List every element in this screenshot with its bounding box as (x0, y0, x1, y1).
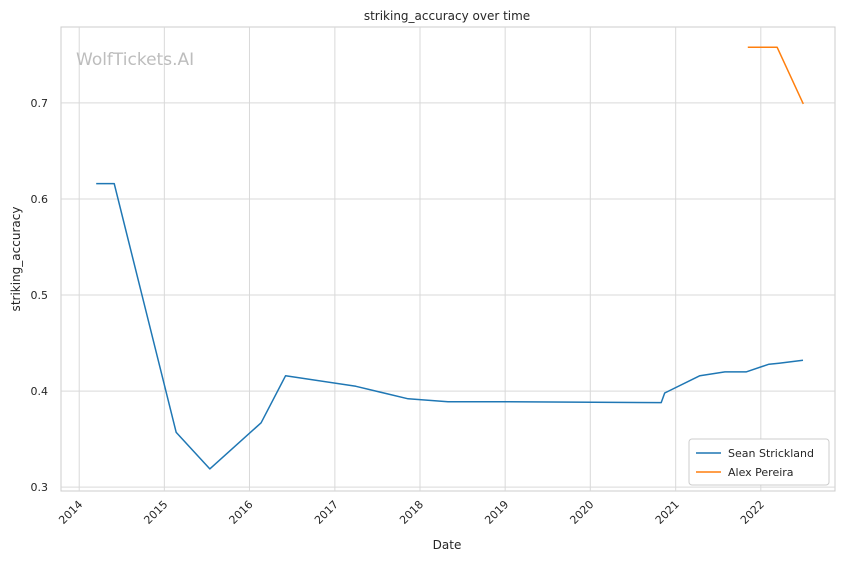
y-tick-label: 0.3 (31, 481, 49, 494)
y-tick-label: 0.6 (31, 193, 49, 206)
y-axis-label: striking_accuracy (9, 207, 23, 312)
legend-label: Sean Strickland (728, 447, 814, 460)
x-axis-label: Date (433, 538, 462, 552)
x-tick-label: 2020 (567, 498, 596, 527)
y-tick-label: 0.4 (31, 385, 49, 398)
series-lines (96, 46, 804, 470)
x-tick-label: 2016 (227, 498, 256, 527)
x-tick-label: 2015 (141, 498, 170, 527)
x-tick-label: 2017 (312, 498, 341, 527)
y-tick-label: 0.5 (31, 289, 49, 302)
y-axis-ticks: 0.3 0.4 0.5 0.6 0.7 (31, 97, 49, 494)
legend-label: Alex Pereira (728, 466, 794, 479)
x-tick-label: 2014 (56, 498, 85, 527)
x-axis-ticks: 2014 2015 2016 2017 2018 2019 2020 2021 2022 (56, 498, 767, 527)
series-line (96, 182, 804, 470)
x-tick-label: 2019 (482, 498, 511, 527)
chart-title: striking_accuracy over time (364, 9, 530, 23)
x-tick-label: 2018 (397, 498, 426, 527)
grid (61, 27, 835, 491)
watermark-text: WolfTickets.AI (76, 50, 194, 70)
legend: Sean Strickland Alex Pereira (688, 438, 830, 486)
x-tick-label: 2022 (738, 498, 767, 527)
legend-box (688, 438, 830, 486)
x-tick-label: 2021 (653, 498, 682, 527)
plot-area (60, 26, 836, 492)
series-line (747, 46, 804, 105)
y-tick-label: 0.7 (31, 97, 49, 110)
